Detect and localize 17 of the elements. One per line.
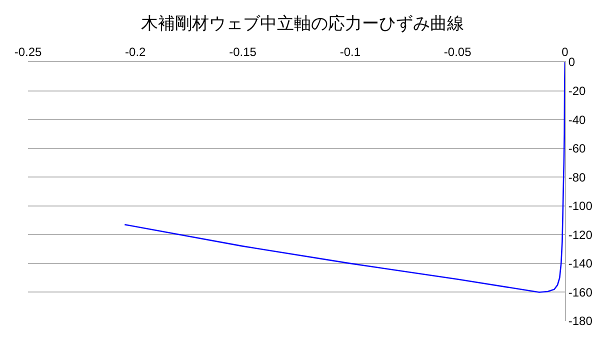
y-tick-label: 0	[568, 55, 576, 70]
y-tick-label: -160	[568, 285, 593, 300]
x-tick-label: -0.25	[14, 45, 42, 60]
x-tick-label: -0.05	[444, 45, 472, 60]
y-tick-label: -40	[568, 112, 586, 127]
x-tick-label: -0.2	[125, 45, 146, 60]
x-tick-label: -0.15	[229, 45, 257, 60]
y-tick-label: -120	[568, 228, 593, 242]
y-tick-label: -100	[568, 199, 593, 214]
y-tick-label: -140	[568, 256, 593, 271]
y-tick-label: -20	[568, 84, 586, 98]
line-series	[124, 62, 565, 293]
y-tick-label: -60	[568, 142, 586, 156]
y-tick-label: -180	[568, 314, 593, 328]
y-tick-label: -80	[568, 170, 586, 184]
chart-title: 木補剛材ウェブ中立軸の応力ーひずみ曲線	[141, 14, 464, 33]
x-tick-label: -0.1	[340, 45, 361, 60]
